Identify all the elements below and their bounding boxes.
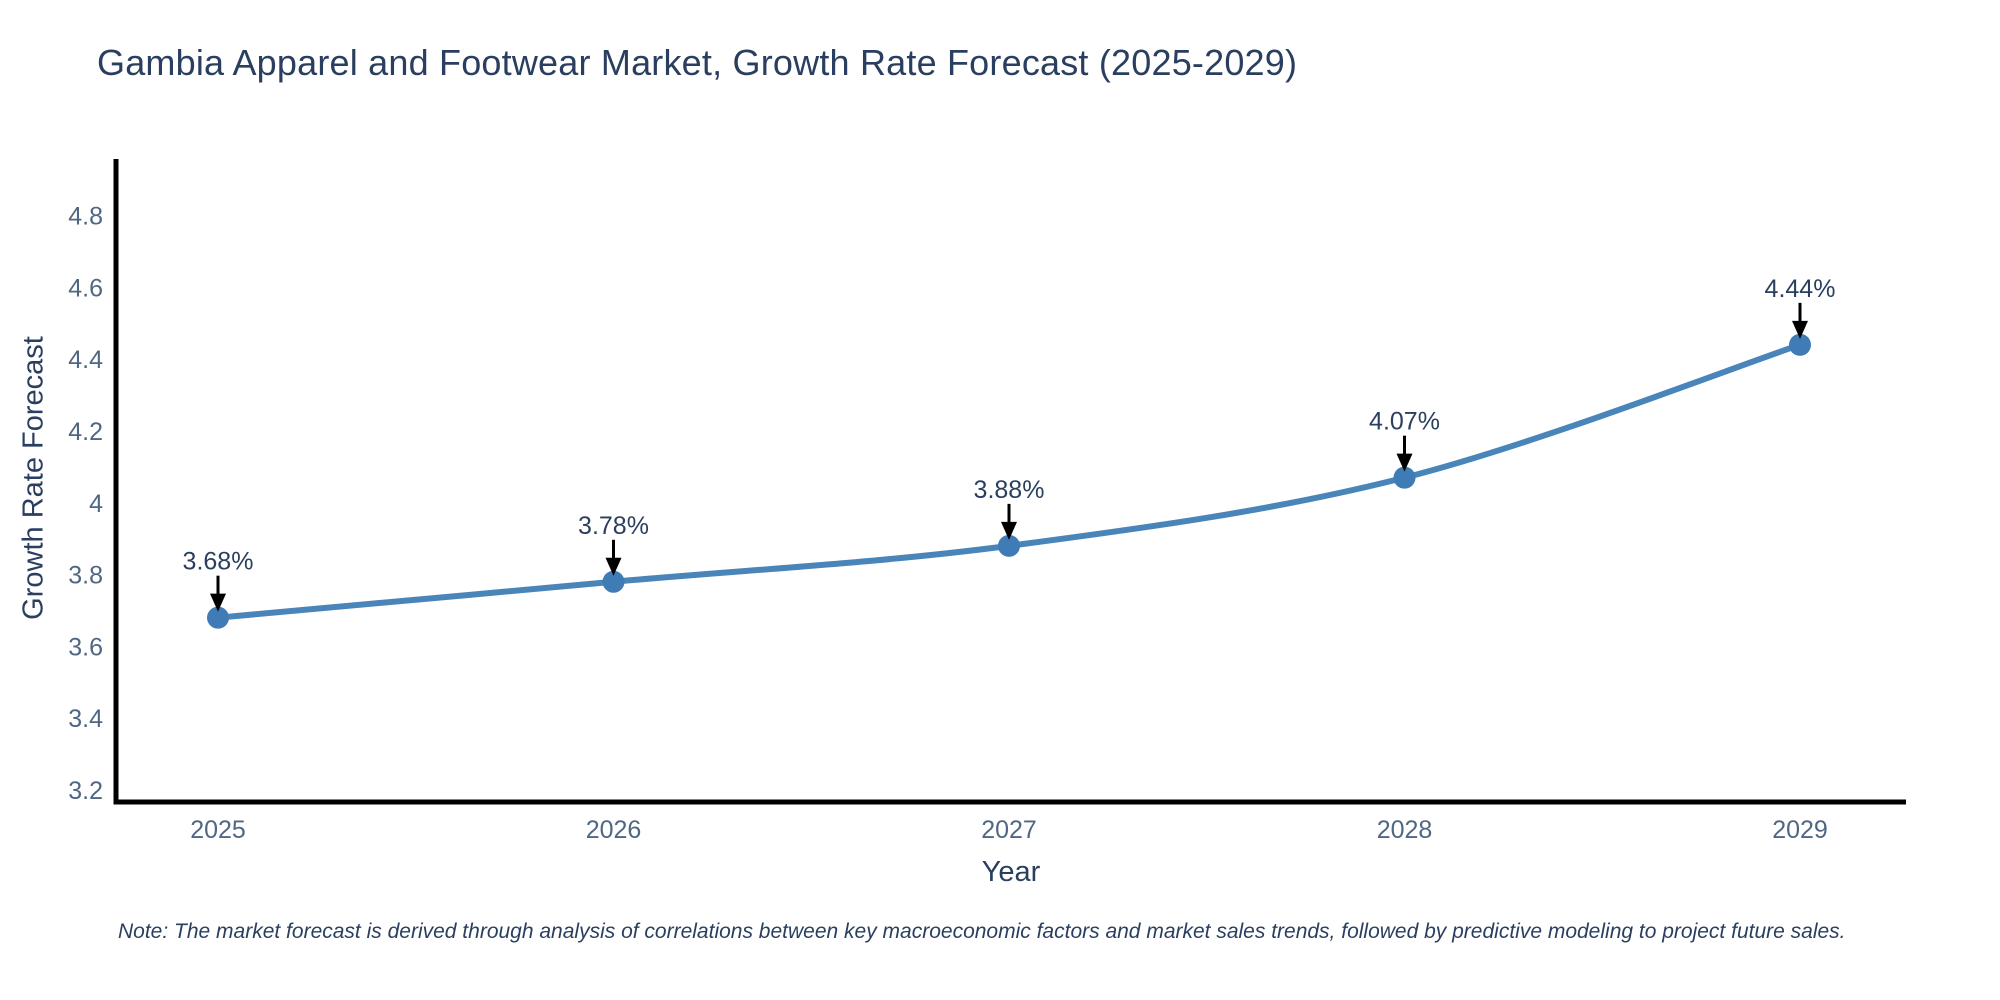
x-tick-label: 2029 <box>1772 816 1828 844</box>
x-tick-label: 2026 <box>586 816 642 844</box>
data-point-marker[interactable] <box>207 606 229 629</box>
annotation-label: 4.07% <box>1369 408 1440 436</box>
y-tick-label: 4.4 <box>68 346 103 374</box>
y-tick-label: 3.8 <box>68 562 103 590</box>
x-tick-label: 2028 <box>1377 816 1433 844</box>
annotation-arrowhead <box>605 557 622 576</box>
annotation-arrowhead <box>1792 320 1808 339</box>
y-tick-label: 3.2 <box>68 777 103 805</box>
annotation-arrowhead <box>210 593 226 612</box>
annotation-arrowhead <box>1396 453 1413 472</box>
x-tick-label: 2025 <box>190 816 246 844</box>
y-tick-label: 3.4 <box>68 705 103 733</box>
annotation-label: 3.78% <box>578 512 649 540</box>
data-point-marker[interactable] <box>1789 333 1811 356</box>
y-tick-label: 4 <box>89 490 103 518</box>
footnote: Note: The market forecast is derived thr… <box>118 920 1846 943</box>
annotation-arrowhead <box>1001 521 1017 540</box>
y-tick-label: 4.8 <box>68 203 103 231</box>
x-axis-title: Year <box>981 856 1041 888</box>
y-tick-label: 4.2 <box>68 418 103 446</box>
x-tick-label: 2027 <box>981 816 1037 844</box>
data-point-marker[interactable] <box>602 570 625 593</box>
annotation-label: 4.44% <box>1765 275 1836 303</box>
data-point-marker[interactable] <box>998 534 1020 557</box>
y-tick-label: 4.6 <box>68 274 103 302</box>
annotation-label: 3.68% <box>183 548 254 576</box>
annotation-label: 3.88% <box>974 476 1045 504</box>
data-point-marker[interactable] <box>1393 466 1416 489</box>
chart-title: Gambia Apparel and Footwear Market, Grow… <box>97 42 1298 83</box>
y-tick-label: 3.6 <box>68 633 103 661</box>
